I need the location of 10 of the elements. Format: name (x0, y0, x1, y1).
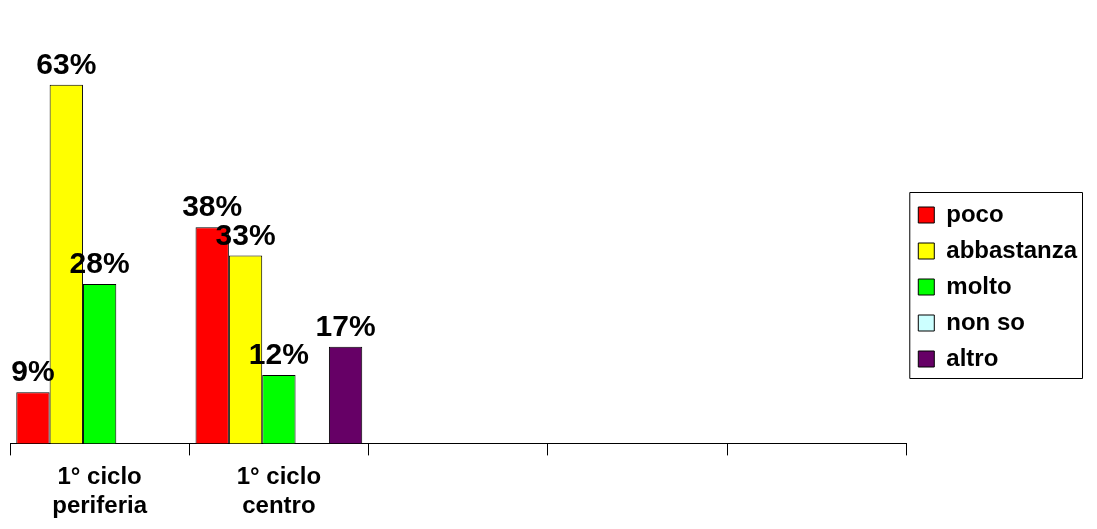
legend-label: poco (946, 199, 1004, 227)
x-tick-label: 1° ciclo centro (236, 462, 322, 519)
data-label: 63% (36, 47, 97, 81)
data-label: 38% (182, 189, 243, 223)
data-label: 17% (315, 308, 376, 342)
legend-label: molto (946, 271, 1012, 299)
x-tick-label: 1° ciclo periferia (52, 462, 148, 519)
legend-label: non so (946, 307, 1025, 335)
legend-label: altro (946, 343, 999, 371)
legend-label: abbastanza (946, 235, 1078, 263)
